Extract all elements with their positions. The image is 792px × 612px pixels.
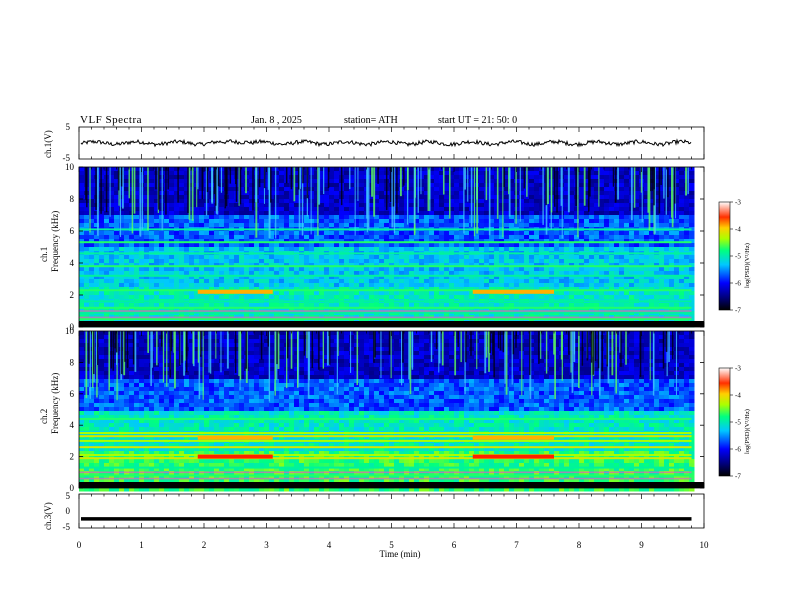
ch3-ytick-top: 5 [66, 491, 71, 501]
date-label: Jan. 8 , 2025 [251, 115, 302, 126]
time-tick-label: 7 [514, 540, 519, 550]
time-tick-label: 10 [700, 540, 710, 550]
colorbar-tick-label: -3 [735, 199, 741, 207]
x-axis-label: Time (min) [380, 549, 421, 559]
ch3-waveform-panel: 5 0 -5 ch.3(V) [43, 491, 705, 532]
colorbar-tick-label: -6 [735, 446, 741, 454]
ch2-spec-channel-label: ch.2 [39, 409, 49, 424]
freq-tick-label: 0 [70, 483, 75, 493]
ch2-colorbar: -3 -4 -5 -6 -7 log(PSD)(V²/Hz) [718, 365, 751, 481]
colorbar-tick-label: -7 [735, 307, 741, 315]
time-tick-label: 5 [389, 540, 394, 550]
colorbar-tick-label: -7 [735, 473, 741, 481]
ch3-voltage-label: ch.3(V) [43, 502, 53, 530]
ch1-voltage-label: ch.1(V) [43, 130, 53, 158]
freq-tick-label: 2 [70, 290, 75, 300]
colorbar-tick-label: -4 [735, 392, 741, 400]
time-tick-label: 1 [139, 540, 144, 550]
ch1-waveform-trace [80, 138, 692, 148]
colorbar-tick-label: -6 [735, 280, 741, 288]
ch2-spec-freq-label: Frequency (kHz) [50, 373, 60, 434]
ch1-ytick-top: 5 [66, 122, 71, 132]
freq-tick-label: 8 [70, 357, 75, 367]
freq-tick-label: 10 [65, 326, 75, 336]
time-tick-label: 6 [452, 540, 457, 550]
ch1-spectrogram-panel: 0 2 4 6 8 10 ch.1 Frequency (kHz) [39, 162, 705, 332]
ch3-ytick-mid: 0 [66, 506, 71, 516]
ch1-spectrogram-image [79, 167, 704, 328]
colorbar-tick-label: -5 [735, 419, 741, 427]
time-tick-label: 3 [264, 540, 269, 550]
freq-tick-label: 4 [70, 258, 75, 268]
time-tick-label: 0 [77, 540, 82, 550]
ch2-colorbar-label: log(PSD)(V²/Hz) [744, 409, 751, 454]
station-label: station= ATH [344, 115, 398, 126]
time-tick-label: 2 [202, 540, 207, 550]
ch1-colorbar: -3 -4 -5 -6 -7 log(PSD)(V²/Hz) [718, 199, 751, 315]
ch1-ytick-bottom: -5 [63, 153, 71, 163]
time-tick-label: 9 [639, 540, 644, 550]
freq-tick-label: 8 [70, 194, 75, 204]
ch1-spec-channel-label: ch.1 [39, 247, 49, 262]
freq-tick-label: 4 [70, 420, 75, 430]
time-tick-label: 8 [577, 540, 582, 550]
start-time-label: start UT = 21: 50: 0 [438, 115, 517, 126]
freq-tick-label: 0 [70, 322, 75, 332]
colorbar-tick-label: -5 [735, 253, 741, 261]
colorbar-tick-label: -4 [735, 226, 741, 234]
freq-tick-label: 10 [65, 162, 75, 172]
figure-title: VLF Spectra [80, 114, 142, 126]
freq-tick-label: 6 [70, 389, 75, 399]
ch2-spectrogram-image [79, 331, 704, 492]
freq-tick-label: 2 [70, 452, 75, 462]
ch1-waveform-panel: 5 -5 ch.1(V) [43, 122, 705, 163]
ch3-ytick-bottom: -5 [63, 522, 71, 532]
ch1-colorbar-label: log(PSD)(V²/Hz) [744, 243, 751, 288]
freq-tick-label: 6 [70, 226, 75, 236]
time-tick-label: 4 [327, 540, 332, 550]
ch2-spectrogram-panel: 0 2 4 6 8 10 ch.2 Frequency (kHz) [39, 326, 705, 493]
ch1-spec-freq-label: Frequency (kHz) [50, 211, 60, 272]
colorbar-tick-label: -3 [735, 365, 741, 373]
